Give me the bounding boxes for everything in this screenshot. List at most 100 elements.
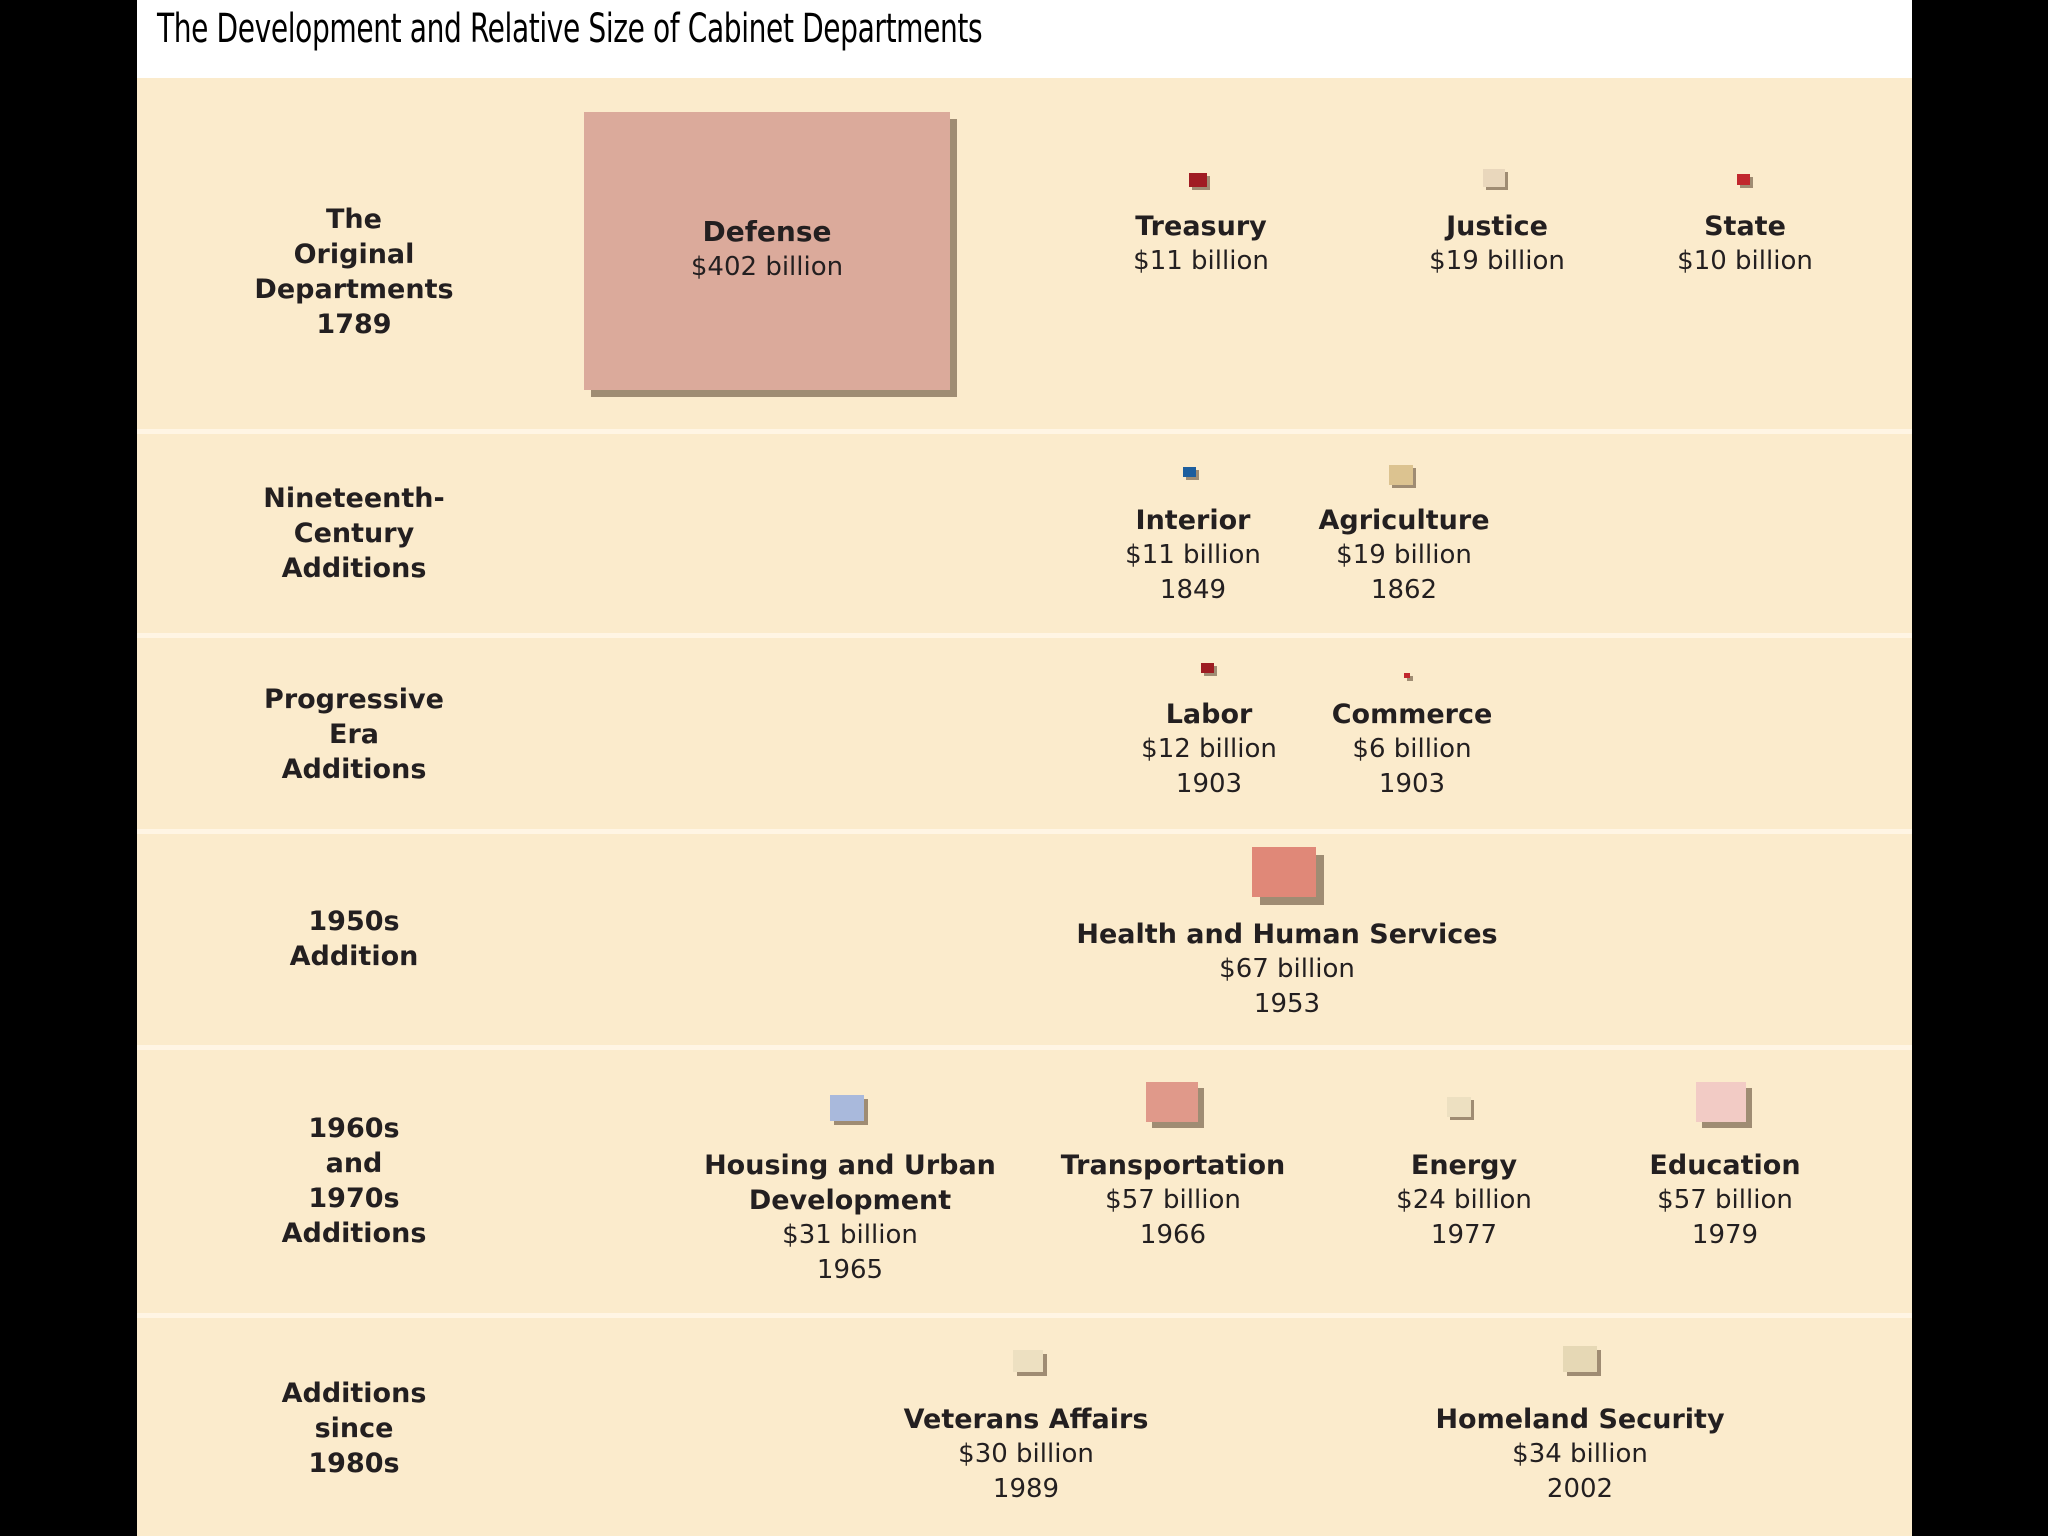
marker-face	[1447, 1097, 1471, 1117]
era-line: 1960s	[308, 1113, 400, 1144]
era-line: Departments	[254, 274, 454, 305]
dept-size-marker	[1389, 465, 1416, 488]
dept-year: 1977	[1430, 1220, 1498, 1250]
dept-budget: $6 billion	[1352, 734, 1472, 764]
marker-face	[1696, 1082, 1746, 1122]
era-line: The	[326, 204, 382, 235]
dept-name: Housing and Urban	[704, 1150, 996, 1181]
dept-name: Energy	[1410, 1150, 1518, 1181]
dept-justice: Justice $19 billion	[1429, 209, 1565, 279]
era-line: 1950s	[308, 906, 400, 937]
dept-name: Treasury	[1135, 211, 1267, 242]
dept-budget: $19 billion	[1336, 540, 1472, 570]
dept-name: State	[1704, 211, 1786, 242]
dept-budget: $57 billion	[1657, 1185, 1793, 1215]
era-label-1960s-1970s: 1960s and 1970s Additions	[137, 1111, 571, 1251]
era-label-since-1980s: Additions since 1980s	[137, 1376, 571, 1481]
dept-year: 1849	[1159, 575, 1227, 605]
marker-face	[1563, 1346, 1597, 1372]
dept-size-marker	[1189, 173, 1210, 190]
dept-name: Justice	[1446, 211, 1548, 242]
dept-budget: $30 billion	[958, 1439, 1094, 1469]
dept-size-marker	[1696, 1082, 1752, 1128]
dept-year: 1903	[1175, 769, 1243, 799]
era-line: 1970s	[308, 1183, 400, 1214]
era-line: since	[314, 1413, 394, 1444]
dept-year: 1953	[1253, 989, 1321, 1019]
dept-education: Education $57 billion 1979	[1649, 1148, 1800, 1253]
dept-budget: $10 billion	[1677, 246, 1813, 276]
marker-face	[1189, 173, 1207, 187]
dept-year: 1979	[1691, 1220, 1759, 1250]
dept-size-marker	[1201, 663, 1217, 676]
marker-face	[1201, 663, 1214, 673]
dept-homeland-security: Homeland Security $34 billion 2002	[1435, 1402, 1724, 1507]
dept-size-marker	[1146, 1082, 1204, 1128]
dept-size-marker	[1483, 169, 1508, 190]
marker-face	[1483, 169, 1505, 187]
title-bar: The Development and Relative Size of Cab…	[137, 0, 1912, 78]
defense-size-box	[584, 112, 950, 390]
dept-name: Agriculture	[1318, 505, 1490, 536]
dept-budget: $67 billion	[1219, 954, 1355, 984]
dept-health-and-human-services: Health and Human Services $67 billion 19…	[1076, 917, 1497, 1022]
dept-size-marker	[1737, 174, 1753, 188]
dept-budget: $402 billion	[690, 252, 844, 282]
dept-budget: $24 billion	[1396, 1185, 1532, 1215]
dept-name: Defense	[702, 215, 832, 248]
dept-size-marker	[1404, 673, 1413, 681]
dept-name: Labor	[1165, 699, 1253, 730]
dept-interior: Interior $11 billion 1849	[1125, 503, 1261, 608]
era-line: Additions	[281, 754, 427, 785]
marker-face	[1146, 1082, 1198, 1122]
marker-face	[1013, 1350, 1043, 1372]
row-divider	[137, 633, 1912, 638]
dept-year: 1989	[992, 1474, 1060, 1504]
era-line: 1789	[316, 309, 392, 340]
dept-name: Interior	[1135, 505, 1251, 536]
dept-budget: $34 billion	[1512, 1439, 1648, 1469]
dept-size-marker	[830, 1095, 868, 1125]
era-line: Era	[329, 719, 379, 750]
marker-face	[830, 1095, 864, 1121]
dept-name: Veterans Affairs	[903, 1404, 1149, 1435]
dept-year: 2002	[1546, 1474, 1614, 1504]
era-line: Nineteenth-	[263, 483, 445, 514]
era-label-original: The Original Departments 1789	[137, 202, 571, 342]
dept-year: 1965	[816, 1255, 884, 1285]
dept-treasury: Treasury $11 billion	[1133, 209, 1269, 279]
dept-year: 1903	[1378, 769, 1446, 799]
dept-budget: $31 billion	[782, 1220, 918, 1250]
dept-state: State $10 billion	[1677, 209, 1813, 279]
dept-size-marker	[1563, 1346, 1601, 1376]
dept-budget: $19 billion	[1429, 246, 1565, 276]
dept-name: Development	[748, 1185, 952, 1216]
marker-face	[1737, 174, 1750, 185]
era-label-progressive-era: Progressive Era Additions	[137, 682, 571, 787]
dept-size-marker	[1183, 467, 1199, 480]
diagram-panel: The Development and Relative Size of Cab…	[137, 0, 1912, 1536]
marker-face	[1389, 465, 1413, 485]
era-label-nineteenth-century: Nineteenth- Century Additions	[137, 481, 571, 586]
dept-defense: Defense $402 billion	[584, 214, 950, 284]
dept-size-marker	[1252, 847, 1324, 905]
dept-budget: $12 billion	[1141, 734, 1277, 764]
era-label-1950s: 1950s Addition	[137, 904, 571, 974]
dept-housing-and-urban-development: Housing and Urban Development $31 billio…	[704, 1148, 996, 1288]
era-line: Additions	[281, 1218, 427, 1249]
era-line: Progressive	[264, 684, 444, 715]
era-line: Additions	[281, 1378, 427, 1409]
marker-face	[1404, 673, 1410, 678]
dept-agriculture: Agriculture $19 billion 1862	[1318, 503, 1489, 608]
dept-budget: $57 billion	[1105, 1185, 1241, 1215]
dept-year: 1862	[1370, 575, 1438, 605]
dept-size-marker	[1013, 1350, 1047, 1376]
marker-face	[1183, 467, 1196, 477]
dept-veterans-affairs: Veterans Affairs $30 billion 1989	[904, 1402, 1149, 1507]
era-line: Century	[293, 518, 415, 549]
row-divider	[137, 429, 1912, 434]
dept-name: Transportation	[1060, 1150, 1286, 1181]
era-line: Additions	[281, 553, 427, 584]
era-line: 1980s	[308, 1448, 400, 1479]
era-line: Addition	[289, 941, 419, 972]
